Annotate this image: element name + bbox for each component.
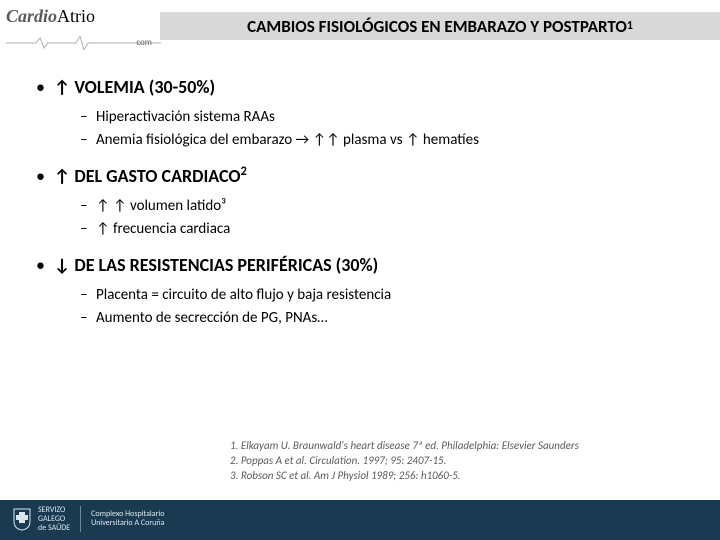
footer-text-1: SERVIZO GALEGO de SAÚDE [38,506,70,532]
item-heading-sup: 2 [241,164,247,179]
sub-item: Anemia fisiológica del embarazo → ↑↑ pla… [80,129,690,152]
item-heading: ↑ VOLEMIA (30-50%) [54,76,215,98]
sub-list: ↑ ↑ volumen latido³ ↑ frecuencia cardiac… [30,195,690,240]
title-text: CAMBIOS FISIOLÓGICOS EN EMBARAZO Y POSTP… [247,16,627,37]
item-heading: ↑ DEL GASTO CARDIACO [54,165,241,187]
sub-item: Hiperactivación sistema RAAs [80,106,690,129]
logo: CardioAtrio com [6,6,156,54]
sub-item: Aumento de secrección de PG, PNAs… [80,307,690,330]
slide-title: CAMBIOS FISIOLÓGICOS EN EMBARAZO Y POSTP… [160,12,720,40]
sub-list: Hiperactivación sistema RAAs Anemia fisi… [30,106,690,151]
item-heading: ↓ DE LAS RESISTENCIAS PERIFÉRICAS (30%) [54,254,378,276]
footer: SERVIZO GALEGO de SAÚDE Complexo Hospita… [0,500,720,540]
footer-line: Universitario A Coruña [91,519,164,528]
footer-line: de SAÚDE [38,524,70,533]
main-item: ↓ DE LAS RESISTENCIAS PERIFÉRICAS (30%) [30,254,690,276]
sub-item: Placenta = circuito de alto flujo y baja… [80,284,690,307]
main-item: ↑ DEL GASTO CARDIACO2 [30,165,690,187]
reference-line: 3. Robson SC et al. Am J Physiol 1989; 2… [230,469,680,484]
logo-com: com [136,37,152,48]
reference-line: 2. Poppas A et al. Circulation. 1997; 95… [230,454,680,469]
sub-list: Placenta = circuito de alto flujo y baja… [30,284,690,329]
main-item: ↑ VOLEMIA (30-50%) [30,76,690,98]
logo-text: CardioAtrio [6,6,95,26]
sub-item: ↑ frecuencia cardiaca [80,218,690,241]
sub-item: ↑ ↑ volumen latido³ [80,195,690,218]
header: CardioAtrio com CAMBIOS FISIOLÓGICOS EN … [0,0,720,58]
reference-line: 1. Elkayam U. Braunwald's heart disease … [230,439,680,454]
divider [80,506,81,532]
shield-icon [12,507,32,531]
logo-cardio: Cardio [6,6,57,26]
content: ↑ VOLEMIA (30-50%) Hiperactivación siste… [0,58,720,329]
footer-text-2: Complexo Hospitalario Universitario A Co… [91,510,164,528]
references: 1. Elkayam U. Braunwald's heart disease … [230,439,680,484]
footer-logo: SERVIZO GALEGO de SAÚDE Complexo Hospita… [12,506,164,532]
logo-atrio: Atrio [57,6,95,26]
